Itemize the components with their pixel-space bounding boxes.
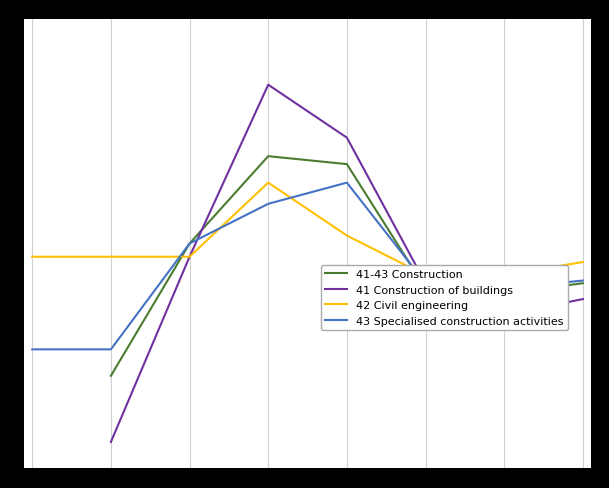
- 42 Civil engineering: [264, 181, 272, 186]
- 42 Civil engineering: [186, 254, 193, 260]
- Legend: 41-43 Construction, 41 Construction of buildings, 42 Civil engineering, 43 Speci: 41-43 Construction, 41 Construction of b…: [321, 265, 568, 330]
- Line: 42 Civil engineering: 42 Civil engineering: [32, 183, 583, 276]
- 43 Specialised construction activities: [107, 346, 114, 352]
- 42 Civil engineering: [29, 254, 36, 260]
- 41 Construction of buildings: [422, 281, 429, 286]
- 41-43 Construction: [107, 373, 114, 379]
- 42 Civil engineering: [343, 233, 351, 239]
- Line: 43 Specialised construction activities: 43 Specialised construction activities: [32, 183, 583, 349]
- Line: 41-43 Construction: 41-43 Construction: [111, 157, 583, 376]
- 41 Construction of buildings: [579, 297, 586, 303]
- 41 Construction of buildings: [264, 82, 272, 88]
- 43 Specialised construction activities: [579, 278, 586, 284]
- 41-43 Construction: [501, 291, 508, 297]
- 41-43 Construction: [343, 162, 351, 168]
- 41-43 Construction: [422, 286, 429, 292]
- 43 Specialised construction activities: [501, 286, 508, 292]
- 41 Construction of buildings: [501, 312, 508, 318]
- 41 Construction of buildings: [343, 136, 351, 142]
- 41-43 Construction: [186, 241, 193, 247]
- 41 Construction of buildings: [186, 254, 193, 260]
- 43 Specialised construction activities: [422, 281, 429, 286]
- 42 Civil engineering: [422, 273, 429, 279]
- 41-43 Construction: [264, 154, 272, 160]
- 41 Construction of buildings: [107, 439, 114, 445]
- Line: 41 Construction of buildings: 41 Construction of buildings: [111, 85, 583, 442]
- 42 Civil engineering: [579, 260, 586, 265]
- 43 Specialised construction activities: [264, 202, 272, 207]
- 41-43 Construction: [579, 281, 586, 286]
- 43 Specialised construction activities: [343, 181, 351, 186]
- 43 Specialised construction activities: [186, 241, 193, 247]
- 42 Civil engineering: [501, 273, 508, 279]
- 42 Civil engineering: [107, 254, 114, 260]
- 43 Specialised construction activities: [29, 346, 36, 352]
